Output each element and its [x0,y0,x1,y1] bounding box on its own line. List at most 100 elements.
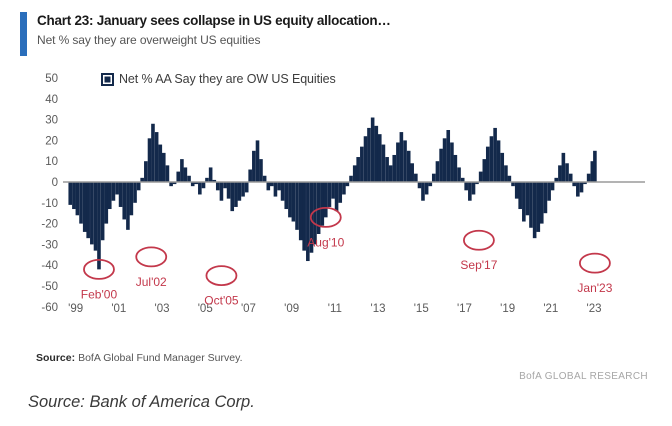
bar [381,144,386,182]
bar [133,182,137,203]
bar [532,182,537,239]
bar [485,146,490,182]
annotation-group: Feb'00 Jul'02 Oct'05 Aug'10 Sep'17 Jan'23 [81,206,613,308]
bar [288,182,292,218]
bar [475,182,479,185]
bar [237,182,242,201]
bar [507,175,512,182]
bar [392,154,397,182]
bar [442,138,447,182]
y-tick-label: -40 [41,260,58,272]
bar [323,182,328,218]
bar [262,175,267,182]
y-tick-label: -60 [41,302,58,314]
bar [367,127,371,182]
bar [539,182,544,224]
bar [244,182,249,193]
bar [269,182,274,187]
bar [421,182,425,201]
bar [489,136,494,182]
bar [208,167,213,182]
bar [565,163,569,182]
bar [205,177,209,182]
bar [266,182,271,191]
bar [219,182,224,201]
bar [558,165,562,182]
bar [201,182,206,189]
bar [118,182,123,207]
bar [414,173,418,182]
bar [172,182,177,185]
x-tick-label: '05 [198,303,213,315]
bar [280,182,285,201]
bar [104,182,109,224]
bar [86,182,90,239]
bar [496,140,501,182]
bar [154,132,159,182]
bar [107,182,112,210]
bar [446,130,451,182]
y-tick-label: 20 [45,135,58,147]
bar [352,165,357,182]
bar [525,182,530,216]
annotation-label: Oct'05 [204,294,239,308]
annotation-circle-icon [83,258,115,280]
bar [212,179,217,182]
bar [514,182,519,199]
bar [158,144,163,182]
x-tick-label: '17 [457,303,472,315]
bar [547,182,551,201]
brand-line: BofA GLOBAL RESEARCH [519,371,648,382]
bar [273,182,278,197]
bar [82,182,87,232]
bar [518,182,522,210]
bar [334,182,339,212]
bar [190,182,195,187]
bar [493,127,497,182]
source-text: BofA Global Fund Manager Survey. [78,352,243,364]
bar [313,182,317,245]
bar [284,182,289,210]
annotation-circle-icon [135,246,168,268]
bar [342,182,346,195]
bar [331,182,335,199]
bar [450,142,454,182]
bar [277,182,281,191]
bar [79,182,83,224]
bar [291,182,296,222]
y-tick-label: 40 [45,94,58,106]
bar [161,152,166,182]
chart-header: Chart 23: January sees collapse in US eq… [20,12,660,58]
annotation-circle-icon [463,229,495,251]
bar [374,125,379,182]
bar [399,132,404,182]
page-title: Chart 23: January sees collapse in US eq… [37,13,391,28]
bar [431,173,436,182]
bar [453,154,458,182]
chart-subtitle: Net % say they are overweight US equitie… [37,33,261,47]
bar [93,182,98,251]
annotation-label: Sep'17 [460,258,497,272]
x-tick-label: '99 [68,303,83,315]
bar [590,161,595,182]
bar [100,182,105,241]
bar [388,165,393,182]
bar [122,182,127,220]
bar [543,182,548,214]
y-tick-label: -10 [41,198,58,210]
bar [593,150,597,182]
y-tick-label: 50 [45,73,58,85]
y-tick-label: -30 [41,239,58,251]
bar [410,163,414,182]
bar [478,171,483,182]
bar [295,182,299,230]
y-axis-tick-labels: 50 40 30 20 10 0 -10 -20 -30 -40 -50 -60 [41,73,58,314]
bar [144,161,148,182]
y-tick-label: 10 [45,156,58,168]
bar [572,182,576,187]
bar [511,182,515,187]
bar [75,182,80,216]
bar [187,175,191,182]
bar [215,182,220,191]
bar [406,150,411,182]
